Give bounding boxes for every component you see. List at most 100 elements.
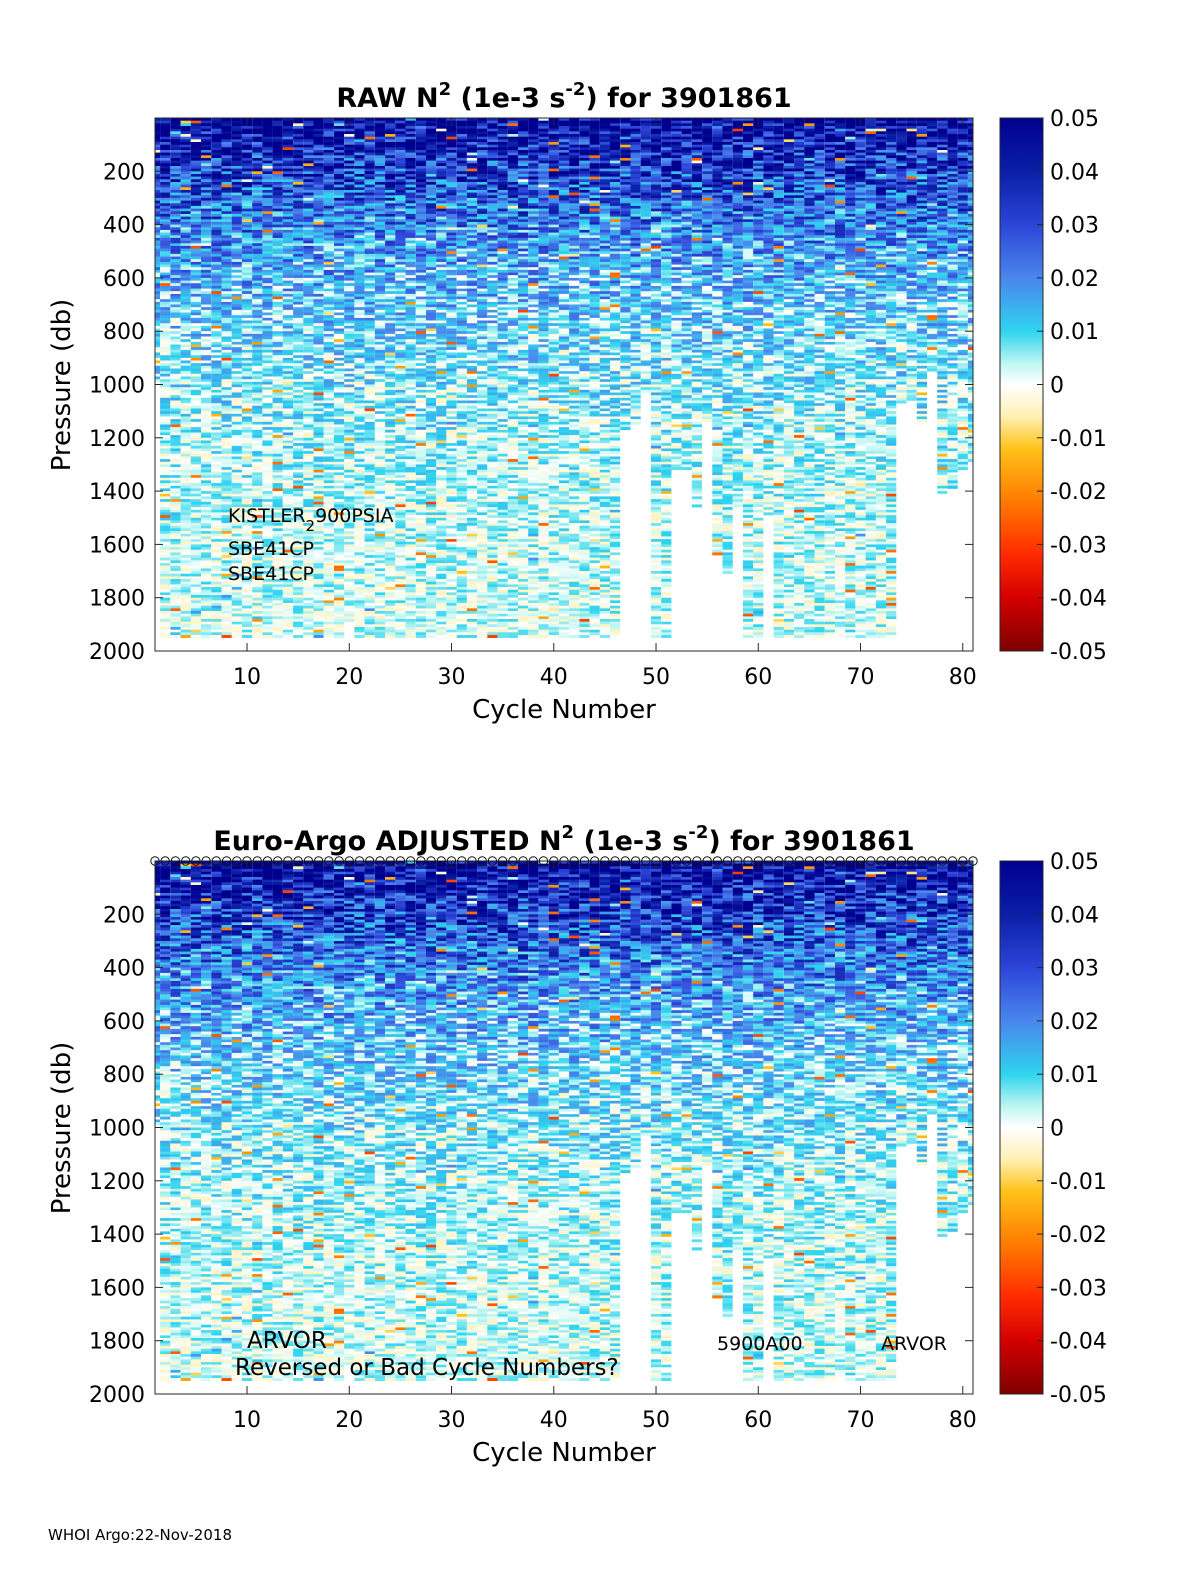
heatmap-cell <box>344 451 355 455</box>
heatmap-cell <box>282 435 293 439</box>
heatmap-cell <box>221 509 232 513</box>
heatmap-cell <box>190 400 201 404</box>
heatmap-cell <box>272 323 283 327</box>
heatmap-cell <box>323 504 334 508</box>
heatmap-cell <box>160 437 171 441</box>
heatmap-cell <box>180 496 191 500</box>
heatmap-cell <box>231 384 242 388</box>
heatmap-cell <box>201 139 212 143</box>
heatmap-cell <box>160 293 171 297</box>
heatmap-cell <box>155 200 161 204</box>
heatmap-cell <box>201 501 212 505</box>
heatmap-cell <box>201 283 212 287</box>
heatmap-cell <box>201 120 212 124</box>
heatmap-cell <box>231 472 242 476</box>
heatmap-cell <box>293 344 304 348</box>
heatmap-cell <box>385 229 396 233</box>
heatmap-cell <box>155 171 161 175</box>
heatmap-cell <box>221 437 232 441</box>
heatmap-cell <box>160 368 171 372</box>
heatmap-cell <box>303 416 314 420</box>
heatmap-cell <box>201 533 212 537</box>
heatmap-cell <box>160 363 171 367</box>
heatmap-cell <box>272 352 283 356</box>
heatmap-cell <box>231 427 242 431</box>
heatmap-cell <box>323 352 334 356</box>
heatmap-cell <box>272 126 283 129</box>
heatmap-cell <box>221 168 232 172</box>
heatmap-cell <box>272 184 283 188</box>
heatmap-cell <box>170 536 181 540</box>
heatmap-cell <box>231 317 242 321</box>
heatmap-cell <box>282 195 293 199</box>
heatmap-cell <box>252 528 263 532</box>
heatmap-cell <box>282 560 293 564</box>
heatmap-cell <box>303 216 314 220</box>
heatmap-cell <box>241 605 253 609</box>
heatmap-cell <box>354 205 365 209</box>
heatmap-cell <box>252 208 263 212</box>
heatmap-cell <box>354 341 365 345</box>
heatmap-cell <box>262 459 273 463</box>
heatmap-cell <box>231 416 242 420</box>
heatmap-cell <box>364 581 375 585</box>
heatmap-cell <box>313 464 324 468</box>
heatmap-cell <box>190 395 201 399</box>
heatmap-cell <box>293 160 304 164</box>
heatmap-cell <box>180 275 191 279</box>
heatmap-cell <box>262 160 273 164</box>
heatmap-cell <box>323 312 334 316</box>
heatmap-cell <box>241 560 253 564</box>
heatmap-cell <box>364 371 375 375</box>
heatmap-cell <box>334 219 345 223</box>
heatmap-cell <box>405 571 416 574</box>
heatmap-cell <box>201 483 212 487</box>
heatmap-cell <box>303 152 314 156</box>
heatmap-cell <box>374 312 386 316</box>
heatmap-cell <box>231 635 242 638</box>
heatmap-cell <box>262 384 273 388</box>
profile-column <box>364 118 375 638</box>
heatmap-cell <box>303 235 314 239</box>
heatmap-cell <box>221 349 232 353</box>
heatmap-cell <box>364 325 375 329</box>
heatmap-cell <box>303 520 314 524</box>
heatmap-cell <box>385 291 396 295</box>
profile-column <box>323 118 334 638</box>
heatmap-cell <box>211 195 222 199</box>
heatmap-cell <box>252 488 263 492</box>
heatmap-cell <box>354 461 365 465</box>
heatmap-cell <box>252 139 263 143</box>
heatmap-cell <box>354 480 365 484</box>
heatmap-cell <box>221 472 232 476</box>
heatmap-cell <box>334 243 345 247</box>
heatmap-cell <box>395 629 406 633</box>
heatmap-cell <box>201 379 212 383</box>
heatmap-cell <box>221 160 232 164</box>
heatmap-cell <box>272 379 283 383</box>
heatmap-cell <box>344 349 355 353</box>
heatmap-cell <box>405 432 416 436</box>
heatmap-cell <box>262 360 273 364</box>
heatmap-cell <box>221 635 232 638</box>
heatmap-cell <box>303 488 314 492</box>
heatmap-cell <box>180 232 191 236</box>
heatmap-cell <box>170 552 181 556</box>
heatmap-cell <box>160 531 171 535</box>
heatmap-cell <box>313 128 324 132</box>
heatmap-cell <box>303 400 314 404</box>
heatmap-cell <box>160 171 171 175</box>
heatmap-cell <box>211 531 222 535</box>
heatmap-cell <box>190 507 201 511</box>
heatmap-cell <box>190 475 201 479</box>
heatmap-cell <box>313 150 324 153</box>
heatmap-cell <box>272 499 283 503</box>
heatmap-cell <box>395 571 406 574</box>
heatmap-cell <box>272 192 283 196</box>
heatmap-cell <box>405 315 416 319</box>
heatmap-cell <box>201 445 212 449</box>
heatmap-cell <box>272 235 283 239</box>
heatmap-cell <box>155 267 161 271</box>
heatmap-cell <box>170 347 181 351</box>
heatmap-cell <box>221 627 232 630</box>
